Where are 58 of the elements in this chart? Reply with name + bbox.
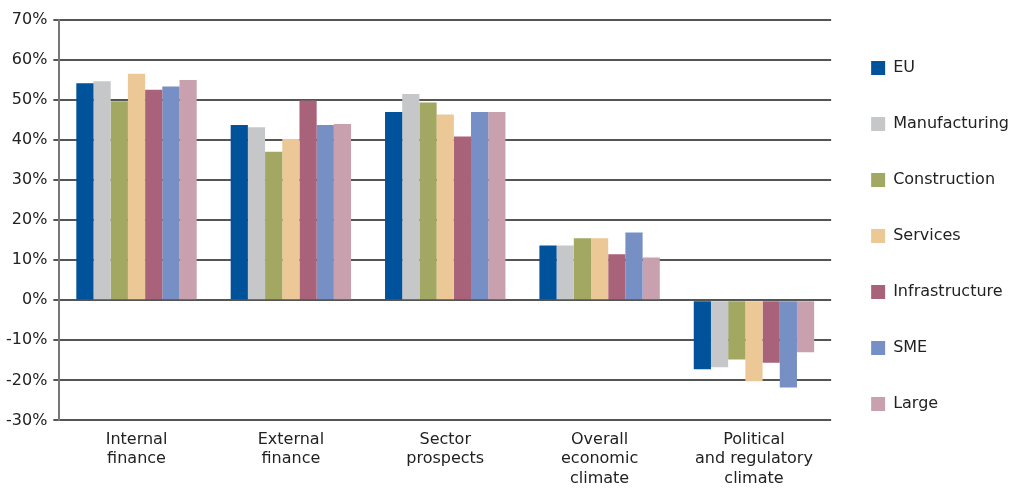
legend-label: Large	[893, 393, 939, 413]
bar	[145, 89, 163, 300]
bar	[573, 238, 591, 300]
bar	[76, 83, 94, 300]
bar	[127, 73, 146, 300]
bar	[162, 86, 180, 300]
y-tick-label: 40%	[11, 129, 48, 149]
legend-label: Infrastructure	[893, 281, 1003, 301]
bar	[591, 238, 609, 300]
bar	[728, 301, 746, 360]
bar	[488, 112, 506, 300]
bar	[333, 124, 352, 300]
bar	[282, 138, 300, 300]
y-tick-label: 60%	[11, 49, 48, 69]
y-tick-label: 20%	[11, 209, 48, 229]
y-tick-label: 10%	[11, 249, 48, 269]
bar	[385, 112, 403, 300]
x-tick-label: Overall economic climate	[561, 429, 639, 487]
y-tick-label: -30%	[5, 409, 48, 429]
bar	[265, 151, 283, 300]
bar	[453, 136, 472, 300]
y-tick-label: -20%	[5, 369, 48, 389]
legend-label: Services	[893, 225, 961, 245]
bar	[556, 245, 574, 300]
bar	[247, 127, 266, 300]
x-tick-label: Sector prospects	[406, 429, 485, 468]
bar	[710, 301, 729, 368]
legend-label: Manufacturing	[893, 113, 1009, 133]
y-tick-label: -10%	[5, 329, 48, 349]
y-tick-label: 50%	[11, 89, 48, 109]
bar	[745, 301, 763, 382]
bar	[796, 301, 815, 353]
bar	[230, 124, 248, 300]
bar	[436, 114, 454, 300]
bar	[608, 254, 626, 300]
bar	[402, 94, 420, 300]
bar	[179, 80, 197, 300]
bar	[779, 301, 797, 388]
x-tick-label: External finance	[257, 429, 325, 468]
bar	[539, 245, 557, 300]
bar	[110, 101, 128, 300]
bar	[93, 81, 111, 300]
bar	[316, 124, 334, 300]
y-tick-label: 70%	[11, 9, 48, 29]
legend-label: Construction	[893, 169, 996, 189]
bar	[299, 100, 317, 300]
y-tick-label: 30%	[11, 169, 48, 189]
bar	[625, 232, 643, 300]
bar	[762, 301, 780, 363]
bar	[419, 102, 437, 300]
x-tick-label: Internal finance	[105, 429, 168, 468]
bar	[642, 257, 660, 300]
bar	[693, 301, 711, 370]
y-tick-label: 0%	[21, 289, 48, 309]
x-tick-label: Political and regulatory climate	[695, 429, 813, 487]
legend-label: SME	[893, 337, 928, 357]
bar	[471, 112, 489, 300]
legend-label: EU	[893, 57, 915, 77]
